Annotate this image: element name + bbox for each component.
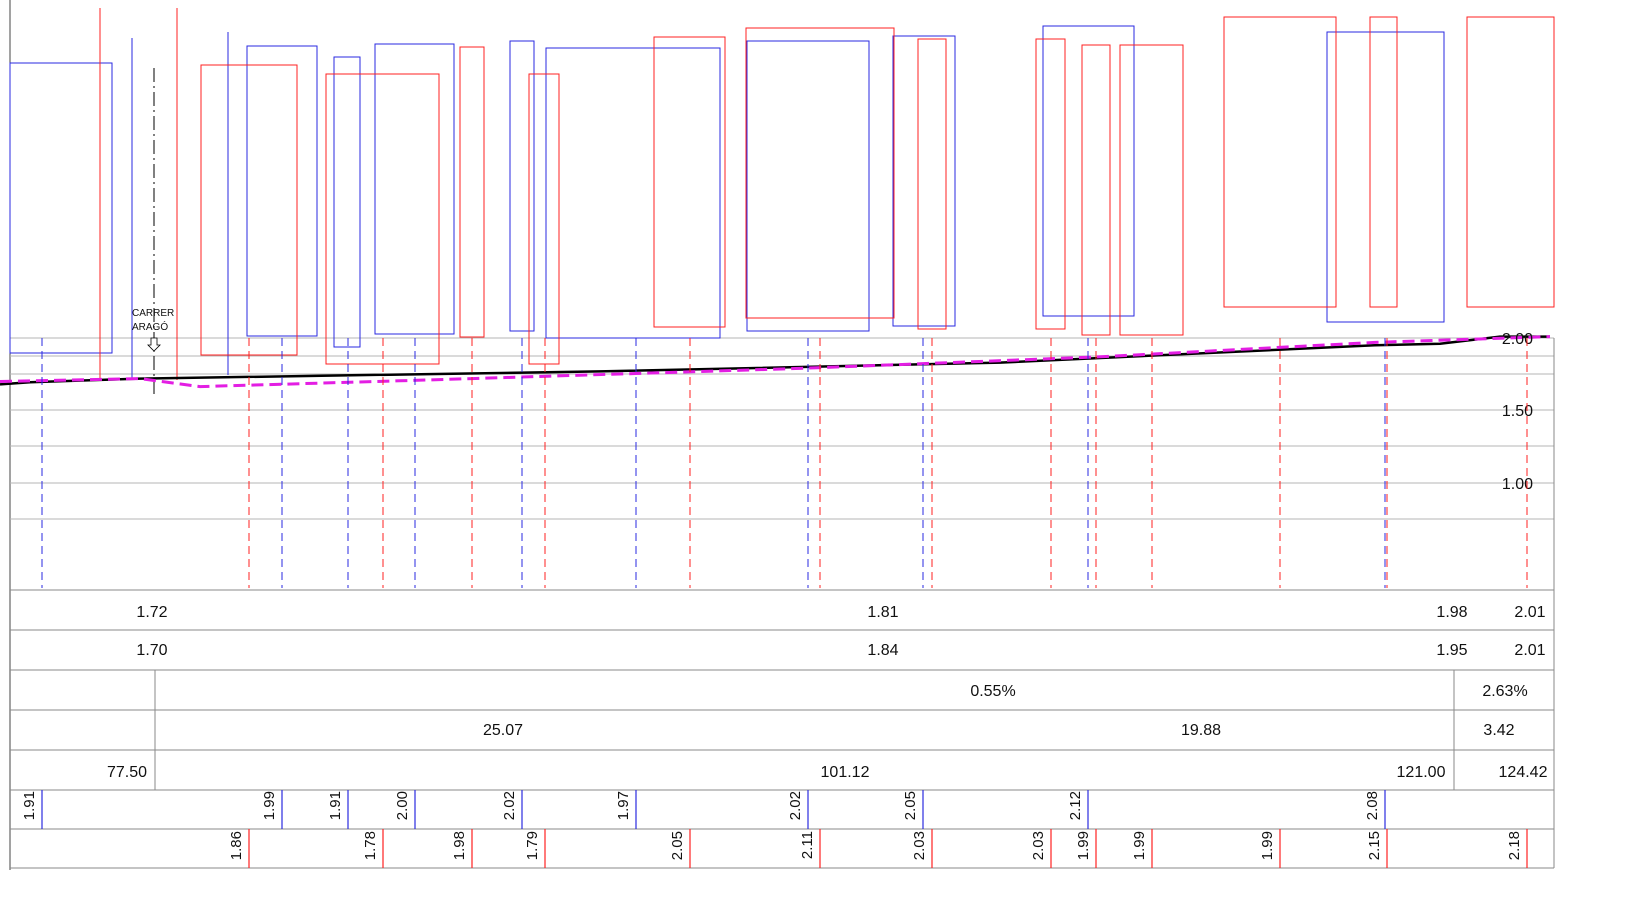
building-outlines: [9, 8, 1555, 380]
existing-building-outline: [745, 27, 895, 319]
proposed-marker-elevation-label: 2.05: [902, 791, 919, 820]
existing-outlines: [99, 8, 1555, 380]
proposed-building-outline: [892, 35, 956, 327]
existing-marker-elevation-label: 1.79: [524, 831, 541, 860]
terrain-profile-line: [0, 335, 1550, 386]
station-value: 101.12: [821, 764, 870, 781]
existing-marker-elevation-label: 2.05: [669, 831, 686, 860]
terrain-elevation-value: 1.98: [1436, 604, 1467, 621]
table-text: 1.72 1.81 1.98 2.01 1.70 1.84 1.95 2.01 …: [107, 604, 1548, 781]
existing-marker-elevation-label: 2.15: [1366, 831, 1383, 860]
proposed-marker-elevation-label: 1.91: [21, 791, 38, 820]
design-elevation-value: 1.84: [867, 642, 898, 659]
proposed-marker-elevation-label: 2.00: [394, 791, 411, 820]
existing-marker-elevation-label: 1.98: [451, 831, 468, 860]
street-label-line-2: ARAGÓ: [132, 320, 168, 333]
existing-marker-elevation-label: 2.03: [911, 831, 928, 860]
existing-marker-elevation-label: 1.78: [362, 831, 379, 860]
elevation-label: 1.00: [1502, 476, 1533, 493]
existing-building-outline: [1466, 16, 1555, 308]
distance-value: 3.42: [1483, 722, 1514, 739]
existing-building-outline: [1081, 44, 1111, 336]
marker-dashed-lines: [41, 338, 1528, 588]
design-profile-line: [0, 335, 1551, 389]
proposed-building-outline: [509, 40, 535, 332]
proposed-marker-elevation-label: 2.08: [1364, 791, 1381, 820]
existing-building-outline: [528, 73, 560, 365]
station-value: 121.00: [1397, 764, 1446, 781]
proposed-marker-elevation-label: 2.02: [787, 791, 804, 820]
proposed-building-outline: [333, 56, 361, 348]
proposed-marker-elevation-label: 2.02: [501, 791, 518, 820]
existing-building-outline: [1035, 38, 1066, 330]
design-elevation-value: 1.70: [136, 642, 167, 659]
proposed-marker-elevation-label: 1.91: [327, 791, 344, 820]
elevation-grid: [10, 337, 1554, 520]
existing-building-outline: [325, 73, 440, 365]
design-elevation-value: 1.95: [1436, 642, 1467, 659]
down-arrow-icon: [147, 337, 161, 352]
terrain-elevation-value: 1.81: [867, 604, 898, 621]
elevation-label: 2.00: [1502, 331, 1533, 348]
existing-building-outline: [459, 46, 485, 338]
existing-marker-elevation-label: 1.99: [1259, 831, 1276, 860]
elevation-label: 1.50: [1502, 403, 1533, 420]
elevation-axis-labels: 2.00 1.50 1.00: [1502, 331, 1533, 493]
existing-building-outline: [1223, 16, 1337, 308]
street-axis-marker: CARRER ARAGÓ: [132, 68, 174, 396]
proposed-marker-elevation-label: 2.12: [1067, 791, 1084, 820]
proposed-building-outline: [246, 45, 318, 337]
existing-marker-elevation-label: 2.03: [1030, 831, 1047, 860]
distance-value: 19.88: [1181, 722, 1221, 739]
existing-building-outline: [1119, 44, 1184, 336]
design-elevation-value: 2.01: [1514, 642, 1545, 659]
terrain-elevation-value: 1.72: [136, 604, 167, 621]
existing-building-outline: [653, 36, 726, 328]
station-value: 77.50: [107, 764, 147, 781]
proposed-building-outline: [1042, 25, 1135, 317]
proposed-outlines: [9, 25, 1445, 380]
profile-data-table: 1.72 1.81 1.98 2.01 1.70 1.84 1.95 2.01 …: [10, 338, 1555, 869]
proposed-building-outline: [9, 62, 113, 354]
proposed-marker-elevation-label: 1.99: [261, 791, 278, 820]
marker-elevation-labels: 1.91 1.99 1.91 2.00 2.02 1.97 2.02 2.05 2.12 2.08…: [21, 790, 1528, 868]
existing-marker-elevation-label: 1.99: [1075, 831, 1092, 860]
proposed-building-outline: [746, 40, 870, 332]
existing-marker-elevation-label: 2.11: [799, 831, 816, 859]
existing-building-outline: [200, 64, 298, 356]
street-label-line-1: CARRER: [132, 308, 174, 319]
terrain-elevation-value: 2.01: [1514, 604, 1545, 621]
existing-marker-elevation-label: 1.86: [228, 831, 245, 860]
existing-building-outline: [917, 38, 947, 330]
station-value: 124.42: [1499, 764, 1548, 781]
existing-marker-elevation-label: 2.18: [1506, 831, 1523, 860]
proposed-marker-elevation-label: 1.97: [615, 791, 632, 820]
proposed-building-outline: [374, 43, 455, 335]
proposed-building-outline: [1326, 31, 1445, 323]
slope-value: 0.55%: [970, 683, 1015, 700]
distance-value: 25.07: [483, 722, 523, 739]
proposed-building-outline: [545, 47, 721, 339]
existing-building-outline: [1369, 16, 1398, 308]
slope-value: 2.63%: [1482, 683, 1527, 700]
existing-marker-elevation-label: 1.99: [1131, 831, 1148, 860]
